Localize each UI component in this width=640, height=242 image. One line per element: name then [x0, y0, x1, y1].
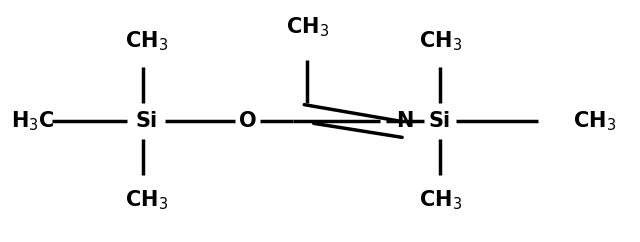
Text: CH$_3$: CH$_3$: [419, 189, 461, 212]
Text: CH$_3$: CH$_3$: [125, 30, 168, 53]
Text: H$_3$C: H$_3$C: [11, 109, 54, 133]
Text: CH$_3$: CH$_3$: [419, 30, 461, 53]
Text: N: N: [397, 111, 414, 131]
Text: CH$_3$: CH$_3$: [573, 109, 616, 133]
Text: Si: Si: [135, 111, 157, 131]
Text: CH$_3$: CH$_3$: [286, 16, 329, 39]
Text: Si: Si: [429, 111, 451, 131]
Text: O: O: [239, 111, 256, 131]
Text: CH$_3$: CH$_3$: [125, 189, 168, 212]
